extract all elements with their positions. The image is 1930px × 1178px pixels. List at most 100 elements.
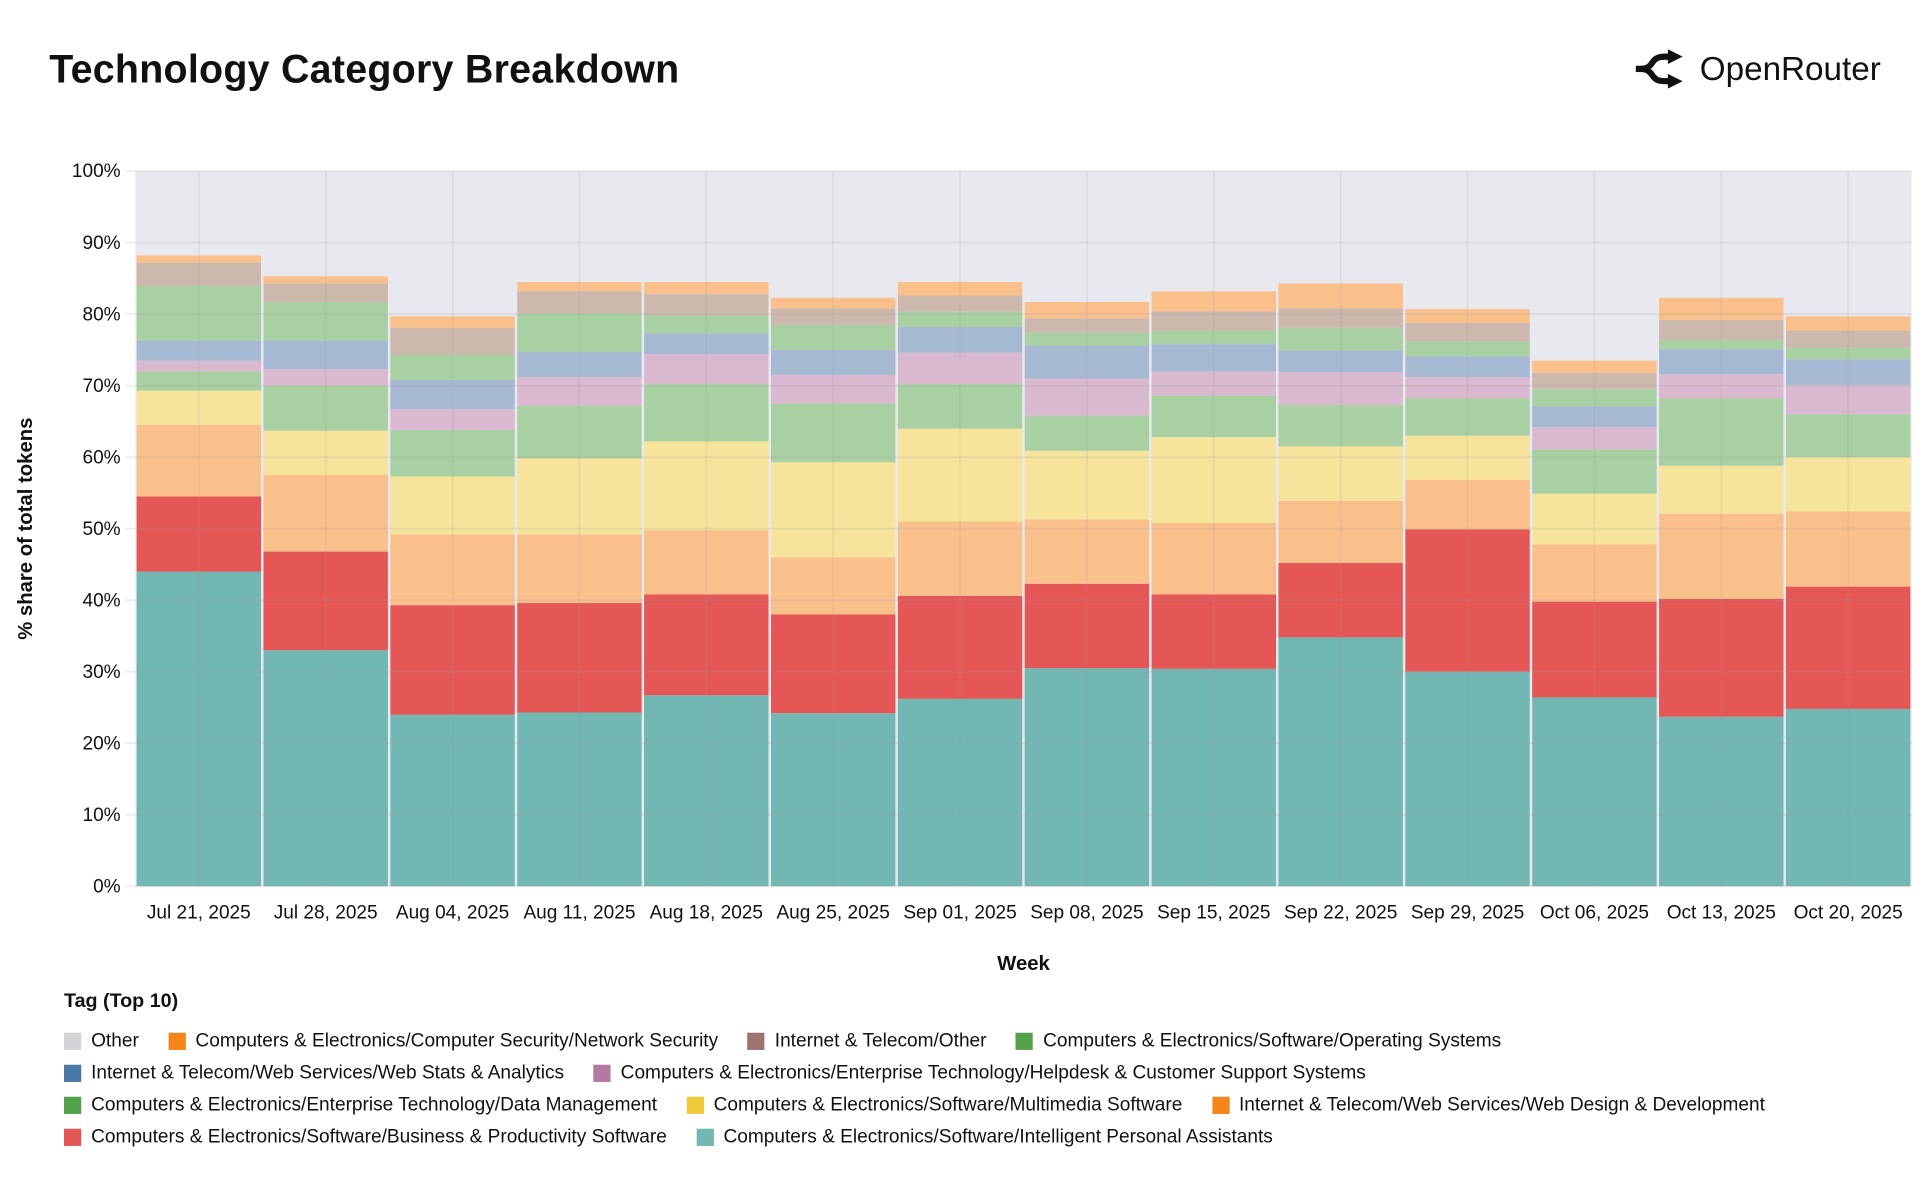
- bar-segment: [1785, 171, 1911, 317]
- bar-segment: [1024, 668, 1150, 887]
- y-tick-label: 90%: [82, 233, 120, 254]
- legend-row: Other Computers & Electronics/Computer Se…: [64, 1029, 1910, 1052]
- bar-segment: [390, 476, 515, 535]
- bar-segment: [136, 496, 262, 572]
- bar-segment: [136, 340, 262, 361]
- bar-segment: [897, 698, 1023, 887]
- bar-segment: [263, 283, 388, 302]
- bar-segment: [1024, 519, 1150, 584]
- bar-segment: [136, 390, 262, 425]
- legend-swatch: [1211, 1096, 1230, 1114]
- bar-segment: [1659, 716, 1784, 887]
- bar-segment: [1405, 529, 1530, 672]
- bar-segment: [390, 714, 515, 887]
- bar-segment: [263, 385, 388, 431]
- bar-segment: [1659, 319, 1784, 340]
- bar-segment: [517, 377, 642, 406]
- bar-segment: [390, 429, 515, 477]
- bar-segment: [1024, 318, 1150, 333]
- bar-segment: [1659, 171, 1784, 298]
- bar-segment: [1532, 372, 1657, 390]
- bar-segment: [1659, 374, 1784, 399]
- x-tick-label: Oct 13, 2025: [1667, 902, 1776, 923]
- bar-segment: [1405, 322, 1530, 342]
- bar-segment: [517, 405, 642, 459]
- bar-segment: [1532, 493, 1657, 545]
- bar-segment: [1532, 171, 1657, 361]
- bar-segment: [263, 340, 388, 370]
- bar-segment: [1785, 414, 1911, 458]
- brand-logo[interactable]: OpenRouter: [1633, 49, 1881, 89]
- x-tick-label: Aug 18, 2025: [650, 902, 763, 923]
- bar-segment: [897, 595, 1023, 699]
- bar-segment: [897, 428, 1023, 522]
- bar-segment: [1024, 450, 1150, 520]
- x-tick-label: Aug 25, 2025: [776, 902, 889, 923]
- bar-segment: [1151, 594, 1277, 669]
- bar-segment: [517, 534, 642, 604]
- bar-segment: [897, 521, 1023, 596]
- legend-swatch: [1016, 1032, 1034, 1050]
- x-tick-label: Sep 22, 2025: [1284, 902, 1397, 923]
- legend-item[interactable]: Internet & Telecom/Web Services/Web Stat…: [64, 1061, 564, 1084]
- bar-segment: [390, 409, 515, 430]
- bar-segment: [1532, 697, 1657, 887]
- bar-segment: [1532, 544, 1657, 602]
- bar-segment: [1405, 341, 1530, 357]
- bar-segment: [644, 441, 769, 531]
- bar-segment: [1532, 389, 1657, 407]
- bar-segment: [1532, 449, 1657, 494]
- bar-segment: [263, 475, 388, 552]
- bar-segment: [263, 171, 388, 277]
- bar-segment: [1278, 308, 1403, 328]
- bar-segment: [1405, 377, 1530, 399]
- bar-segment: [770, 403, 896, 463]
- bar-segment: [1151, 522, 1277, 595]
- bar-segment: [1785, 359, 1911, 385]
- bar-segment: [1024, 415, 1150, 451]
- bar-segment: [1659, 398, 1784, 466]
- legend-item[interactable]: Computers & Electronics/Enterprise Techn…: [593, 1061, 1366, 1084]
- bar-segment: [1278, 283, 1403, 309]
- bar-segment: [1659, 513, 1784, 599]
- bar-segment: [136, 424, 262, 497]
- legend-item[interactable]: Internet & Telecom/Other: [747, 1029, 987, 1052]
- bar-segment: [897, 295, 1023, 312]
- x-tick-label: Sep 15, 2025: [1157, 902, 1270, 923]
- legend-label: Computers & Electronics/Enterprise Techn…: [91, 1093, 658, 1115]
- bar-segment: [770, 171, 896, 298]
- legend-item[interactable]: Computers & Electronics/Enterprise Techn…: [64, 1093, 657, 1116]
- bar-segment: [1024, 171, 1150, 302]
- bar-segment: [897, 352, 1023, 385]
- legend-item[interactable]: Computers & Electronics/Software/Intelli…: [696, 1125, 1273, 1148]
- bar-segment: [1659, 349, 1784, 375]
- bar-segment: [1659, 598, 1784, 717]
- x-tick-label: Sep 01, 2025: [903, 902, 1016, 923]
- legend-label: Internet & Telecom/Web Services/Web Stat…: [91, 1061, 565, 1083]
- bar-segment: [263, 430, 388, 476]
- bar-segment: [1278, 350, 1403, 373]
- legend-title: Tag (Top 10): [64, 990, 179, 1012]
- bar-segment: [263, 551, 388, 651]
- legend-item[interactable]: Computers & Electronics/Software/Operati…: [1016, 1029, 1501, 1052]
- bar-segment: [770, 614, 896, 714]
- bar-segment: [390, 327, 515, 355]
- legend-item[interactable]: Computers & Electronics/Computer Securit…: [168, 1029, 718, 1052]
- bar-segment: [1785, 316, 1911, 331]
- legend-swatch: [64, 1064, 82, 1082]
- bar-segment: [897, 326, 1023, 353]
- bar-segment: [517, 313, 642, 353]
- bar-segment: [1785, 457, 1911, 512]
- legend-item[interactable]: Computers & Electronics/Software/Busines…: [64, 1125, 667, 1148]
- bar-segment: [517, 712, 642, 887]
- legend-label: Computers & Electronics/Software/Busines…: [91, 1125, 667, 1147]
- legend-item[interactable]: Internet & Telecom/Web Services/Web Desi…: [1211, 1093, 1765, 1116]
- legend-item[interactable]: Other: [64, 1029, 139, 1052]
- bar-segment: [897, 281, 1023, 296]
- bar-segment: [770, 374, 896, 404]
- bar-segment: [390, 354, 515, 380]
- legend-item[interactable]: Computers & Electronics/Software/Multime…: [686, 1093, 1182, 1116]
- y-tick-label: 100%: [72, 161, 121, 182]
- y-tick-label: 70%: [82, 376, 120, 397]
